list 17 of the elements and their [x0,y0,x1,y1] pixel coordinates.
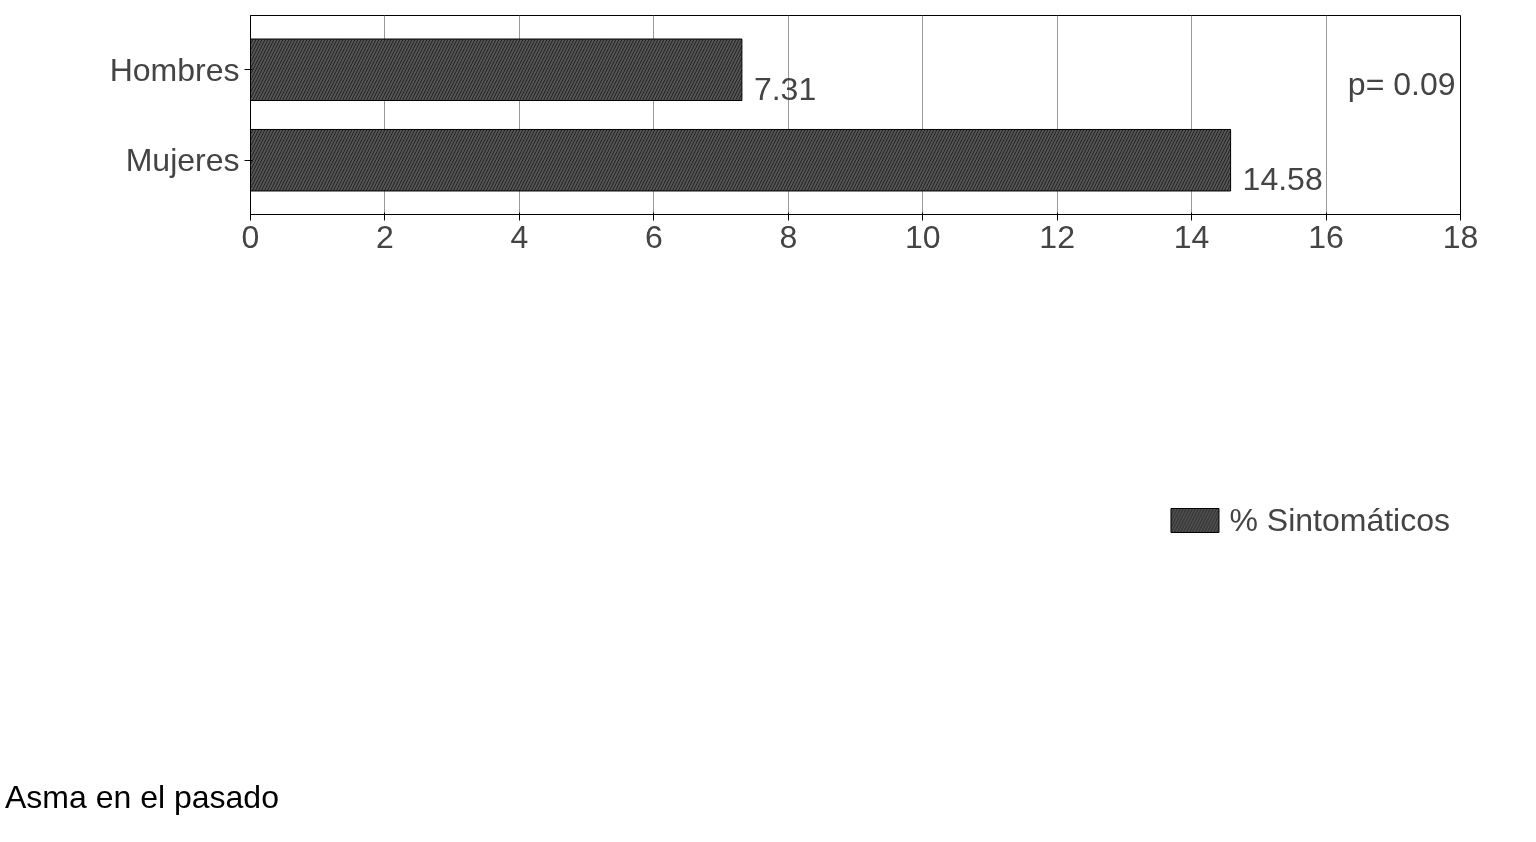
annotation: p= 0.09 [1347,65,1456,102]
legend-label: % Sintomáticos [1229,501,1450,539]
x-tick-label: 12 [1039,218,1075,255]
x-tick-label: 16 [1308,218,1344,255]
x-tick-label: 18 [1442,218,1479,255]
x-tick-label: 8 [779,218,798,255]
y-tick-label: Mujeres [125,142,240,179]
x-tick-label: 10 [904,218,941,255]
data-label: 7.31 [753,70,817,107]
text: Asma en el pasado [5,778,279,817]
x-tick-label: 14 [1173,218,1210,255]
x-tick-label: 6 [644,218,663,255]
x-tick-label: 4 [510,218,529,255]
x-tick-label: 2 [376,218,394,255]
y-tick-label: Hombres [109,51,240,88]
data-label: 14.58 [1242,161,1323,198]
x-tick-label: 0 [241,218,260,255]
